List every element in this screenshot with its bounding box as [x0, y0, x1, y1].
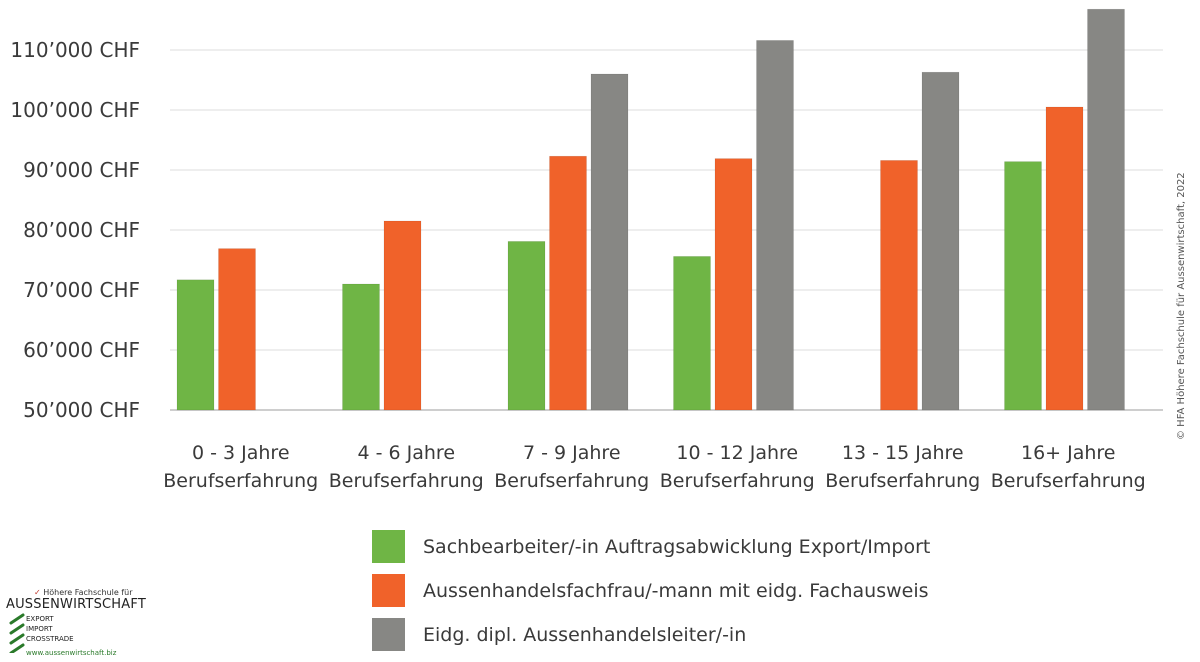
copyright-notice: © HFA Höhere Fachschule für Aussenwirtsc… [1176, 172, 1196, 460]
x-axis-categories: 0 - 3 Jahre Berufserfahrung 4 - 6 Jahre Ber… [163, 442, 1146, 492]
x-category-label: 16+ Jahre [1021, 442, 1116, 464]
x-category-label: Berufserfahrung [825, 470, 980, 492]
logo-line1-wrap: ✓ Höhere Fachschule für [34, 588, 133, 597]
x-category-label: Berufserfahrung [494, 470, 649, 492]
bar [714, 158, 753, 411]
logo-url: www.aussenwirtschaft.biz [26, 649, 117, 657]
copyright-text: © HFA Höhere Fachschule für Aussenwirtsc… [1176, 172, 1187, 440]
bar [673, 256, 711, 411]
logo-stripes-icon [9, 613, 25, 653]
logo-sub-export: EXPORT [26, 615, 54, 623]
logo-line2: AUSSENWIRTSCHAFT [6, 597, 146, 612]
bar-chart: 50’000 CHF 60’000 CHF 70’000 CHF 80’000 CHF… [10, 8, 1163, 492]
logo-sub-import: IMPORT [26, 625, 53, 633]
y-tick-label: 70’000 CHF [23, 278, 140, 302]
legend: Sachbearbeiter/-in Auftragsabwicklung Ex… [372, 530, 930, 662]
y-tick-label: 60’000 CHF [23, 338, 140, 362]
bar [218, 248, 256, 411]
legend-item-fachausweis: Aussenhandelsfachfrau/-mann mit eidg. Fa… [372, 574, 930, 607]
gridlines [170, 49, 1163, 411]
legend-swatch-green [372, 530, 405, 563]
y-tick-label: 90’000 CHF [23, 158, 140, 182]
x-category-label: Berufserfahrung [991, 470, 1146, 492]
x-category-label: 4 - 6 Jahre [357, 442, 455, 464]
bar [342, 283, 380, 411]
x-category-label: 0 - 3 Jahre [192, 442, 290, 464]
legend-item-leiter: Eidg. dipl. Aussenhandelsleiter/-in [372, 618, 930, 651]
bar [880, 160, 918, 411]
bar [383, 220, 422, 411]
bars [176, 8, 1125, 411]
x-category-label: 7 - 9 Jahre [523, 442, 621, 464]
x-category-label: Berufserfahrung [163, 470, 318, 492]
y-axis-ticks: 50’000 CHF 60’000 CHF 70’000 CHF 80’000 CHF… [10, 38, 140, 422]
y-tick-label: 110’000 CHF [10, 38, 140, 62]
logo-mark-icon: ✓ [34, 588, 41, 597]
legend-swatch-gray [372, 618, 405, 651]
x-category-label: Berufserfahrung [329, 470, 484, 492]
y-tick-label: 100’000 CHF [10, 98, 140, 122]
hfa-logo: ✓ Höhere Fachschule für AUSSENWIRTSCHAFT… [6, 588, 146, 658]
legend-label: Sachbearbeiter/-in Auftragsabwicklung Ex… [423, 535, 931, 558]
legend-label: Aussenhandelsfachfrau/-mann mit eidg. Fa… [423, 579, 929, 602]
legend-item-sachbearbeiter: Sachbearbeiter/-in Auftragsabwicklung Ex… [372, 530, 930, 563]
legend-label: Eidg. dipl. Aussenhandelsleiter/-in [423, 623, 747, 646]
bar [921, 71, 960, 411]
x-category-label: Berufserfahrung [660, 470, 815, 492]
logo-line1: Höhere Fachschule für [43, 588, 133, 597]
y-tick-label: 50’000 CHF [23, 398, 140, 422]
legend-swatch-orange [372, 574, 405, 607]
y-tick-label: 80’000 CHF [23, 218, 140, 242]
bar [1004, 161, 1042, 411]
x-category-label: 13 - 15 Jahre [842, 442, 964, 464]
bar [1045, 106, 1084, 411]
bar [1087, 8, 1125, 411]
bar [176, 279, 215, 411]
bar [756, 40, 794, 411]
bar [590, 73, 629, 411]
logo-sub-crosstrade: CROSSTRADE [26, 635, 74, 643]
bar [507, 241, 546, 411]
bar [549, 155, 587, 411]
x-category-label: 10 - 12 Jahre [676, 442, 798, 464]
